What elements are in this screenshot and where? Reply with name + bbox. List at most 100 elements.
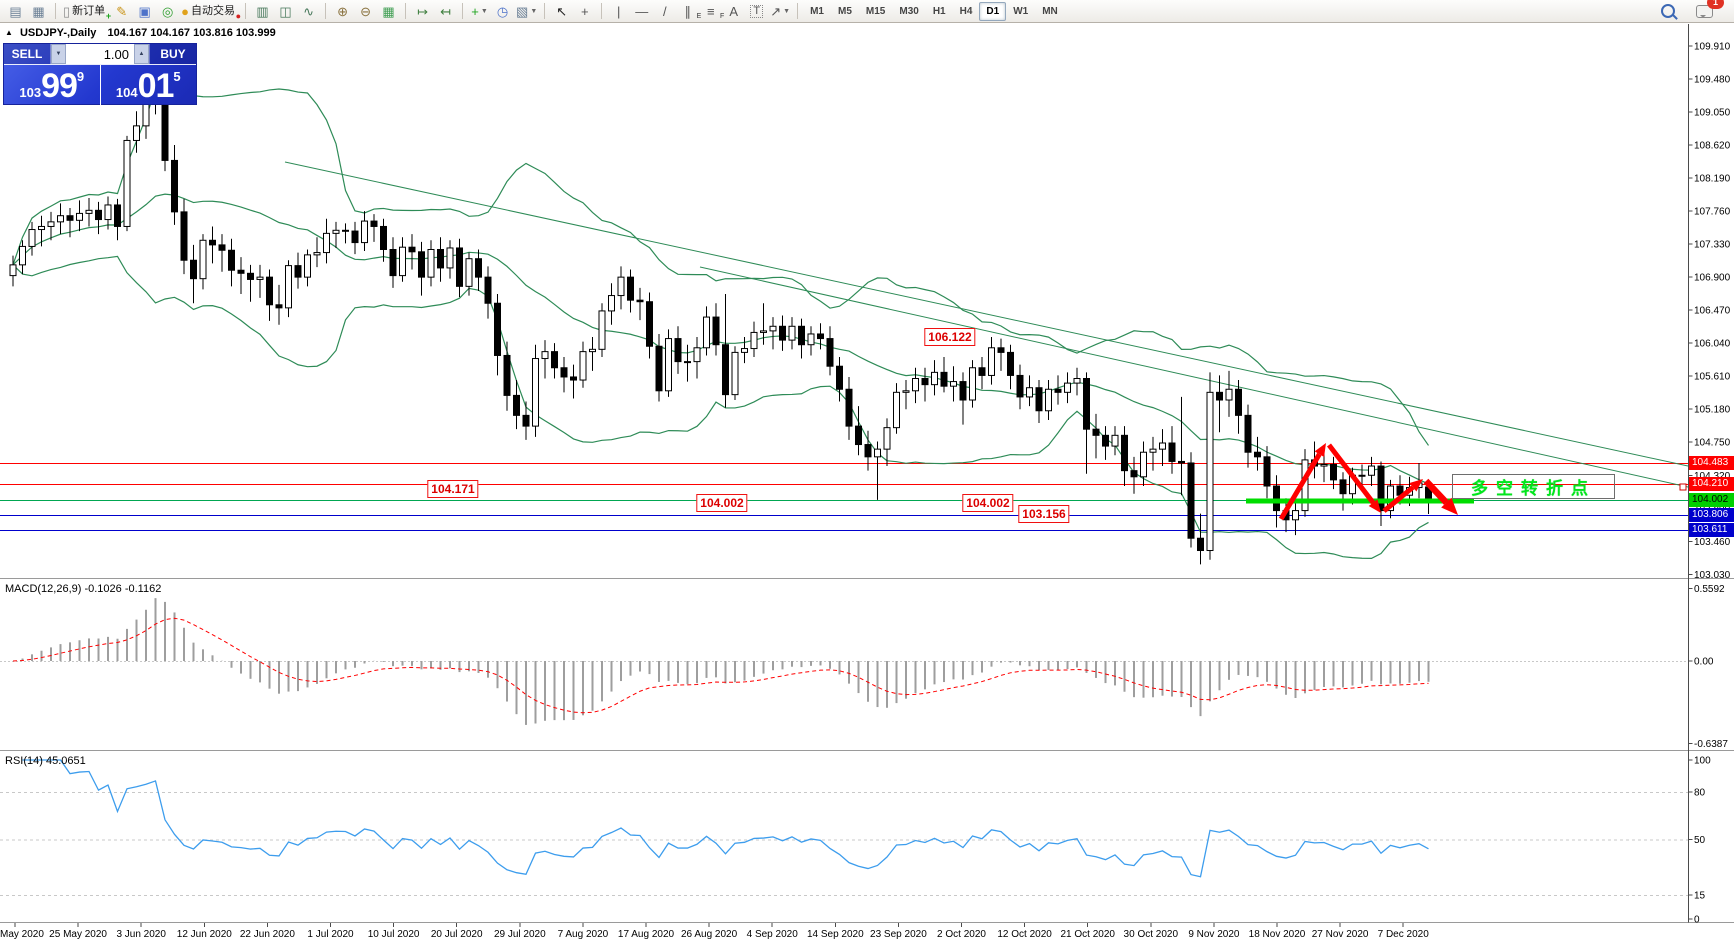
svg-text:105.610: 105.610 — [1694, 372, 1731, 383]
text-label-button[interactable]: T — [745, 2, 768, 21]
indicators-glyph: + — [471, 3, 479, 19]
svg-text:109.910: 109.910 — [1694, 42, 1731, 53]
chart-candles-icon[interactable]: ◫ — [274, 2, 297, 21]
volume-input[interactable] — [66, 44, 134, 64]
svg-text:17 Aug 2020: 17 Aug 2020 — [618, 929, 675, 940]
new-order-button[interactable]: ▯ + 新订单 — [61, 2, 111, 21]
fibonacci-button[interactable]: ≡ F — [699, 2, 724, 21]
price-level-label[interactable]: 104.171 — [427, 480, 479, 498]
notifications-button[interactable]: 1 — [1693, 0, 1724, 21]
timeframe-m5[interactable]: M5 — [838, 5, 852, 17]
svg-text:15 May 2020: 15 May 2020 — [0, 929, 44, 940]
notification-badge: 1 — [1707, 0, 1724, 9]
autotrade-glyph: ● — [181, 3, 190, 19]
vertical-line-button[interactable]: | — [607, 2, 630, 21]
one-click-collapse-icon[interactable]: ▲ — [5, 28, 13, 37]
price-level-label[interactable]: 103.156 — [1018, 505, 1070, 523]
volume-decrease-button[interactable]: ▼ — [51, 44, 66, 64]
channel-glyph: ∥ — [684, 3, 692, 19]
toolbar-right: 1 — [1656, 0, 1730, 21]
svg-text:107.760: 107.760 — [1694, 207, 1731, 218]
horizontal-line-button[interactable]: — — [630, 2, 653, 21]
axis-price-box: 104.002 — [1689, 492, 1734, 507]
volume-increase-button[interactable]: ▲ — [134, 44, 149, 64]
data-window-icon-glyph: ▦ — [32, 3, 45, 19]
tile-windows-glyph: ▦ — [382, 3, 395, 19]
auto-scroll-button[interactable]: ↦ — [411, 2, 434, 21]
price-level-label[interactable]: 104.002 — [696, 494, 748, 512]
annotation-text-box[interactable]: 多空转折点 — [1452, 474, 1615, 499]
timeframe-d1[interactable]: D1 — [979, 1, 1007, 21]
arrows-button[interactable]: ↗ ▼ — [768, 2, 792, 21]
timeframe-m30[interactable]: M30 — [899, 5, 919, 17]
cursor-glyph: ↖ — [556, 3, 568, 19]
svg-text:1 Jul 2020: 1 Jul 2020 — [307, 929, 354, 940]
svg-text:109.050: 109.050 — [1694, 108, 1731, 119]
zoom-out-button[interactable]: ⊖ — [354, 2, 377, 21]
zoom-in-glyph: ⊕ — [337, 3, 348, 19]
cursor-button[interactable]: ↖ — [550, 2, 573, 21]
autotrade-button[interactable]: ● ● 自动交易 — [179, 2, 241, 21]
metaeditor-icon[interactable]: ✎ — [110, 2, 133, 21]
price-level-label[interactable]: 106.122 — [924, 328, 976, 346]
axis-price-box: 103.806 — [1689, 507, 1734, 522]
chart-bars-icon-glyph: ▥ — [256, 3, 269, 19]
data-window-icon[interactable]: ▦ — [27, 2, 50, 21]
svg-text:4 Sep 2020: 4 Sep 2020 — [747, 929, 799, 940]
svg-text:107.330: 107.330 — [1694, 240, 1731, 251]
search-icon — [1660, 4, 1675, 18]
timeframe-h1[interactable]: H1 — [932, 5, 946, 17]
svg-text:0.5592: 0.5592 — [1694, 584, 1725, 595]
svg-text:7 Aug 2020: 7 Aug 2020 — [558, 929, 609, 940]
svg-text:0.00: 0.00 — [1694, 657, 1714, 668]
buy-button[interactable]: BUY — [149, 44, 196, 64]
svg-text:7 Dec 2020: 7 Dec 2020 — [1378, 929, 1430, 940]
timeframe-h4[interactable]: H4 — [959, 5, 973, 17]
chart-shift-glyph: ↤ — [440, 3, 451, 19]
template-button[interactable]: ▧ ▼ — [514, 2, 539, 21]
dropdown-caret-icon: ▼ — [530, 7, 538, 15]
svg-text:103.460: 103.460 — [1694, 537, 1731, 548]
svg-text:-0.6387: -0.6387 — [1694, 739, 1728, 750]
tile-windows-button[interactable]: ▦ — [377, 2, 400, 21]
terminal-icon-glyph: ▣ — [138, 3, 151, 19]
text-glyph: A — [729, 3, 739, 19]
terminal-icon[interactable]: ▣ — [133, 2, 156, 21]
vertical-line-glyph: | — [617, 3, 621, 19]
sell-button[interactable]: SELL — [4, 44, 51, 64]
svg-text:10 Jul 2020: 10 Jul 2020 — [368, 929, 420, 940]
sub-letter: E — [696, 12, 702, 20]
timeframe-w1[interactable]: W1 — [1013, 5, 1029, 17]
svg-text:12 Oct 2020: 12 Oct 2020 — [997, 929, 1052, 940]
buy-price-big: 01 — [137, 66, 175, 105]
svg-text:105.180: 105.180 — [1694, 405, 1731, 416]
crosshair-button[interactable]: + — [573, 2, 596, 21]
timeframe-m15[interactable]: M15 — [865, 5, 886, 17]
charts-grid-icon[interactable]: ▤ — [4, 2, 27, 21]
text-button[interactable]: A — [722, 2, 745, 21]
dropdown-caret-icon: ▼ — [783, 7, 791, 15]
channel-button[interactable]: ∥ E — [676, 2, 702, 21]
chart-line-icon[interactable]: ∿ — [297, 2, 320, 21]
sell-price-prefix: 103 — [19, 85, 42, 100]
svg-text:9 Nov 2020: 9 Nov 2020 — [1188, 929, 1240, 940]
zoom-in-button[interactable]: ⊕ — [331, 2, 354, 21]
chart-symbol-period: USDJPY-,Daily — [19, 27, 97, 39]
signal-icon[interactable]: ◎ — [156, 2, 179, 21]
macd-header: MACD(12,26,9) -0.1026 -0.1162 — [5, 583, 162, 595]
svg-text:30 Oct 2020: 30 Oct 2020 — [1124, 929, 1179, 940]
chart-bars-icon[interactable]: ▥ — [251, 2, 274, 21]
buy-price[interactable]: 104 01 5 — [101, 65, 197, 106]
timeframe-m1[interactable]: M1 — [810, 5, 824, 17]
period-button[interactable]: ◷ — [491, 2, 514, 21]
indicators-button[interactable]: + ▼ — [468, 2, 491, 21]
timeframe-mn[interactable]: MN — [1042, 5, 1058, 17]
sell-price[interactable]: 103 99 9 — [4, 65, 101, 106]
svg-text:106.470: 106.470 — [1694, 306, 1731, 317]
chart-shift-button[interactable]: ↤ — [434, 2, 457, 21]
price-level-label[interactable]: 104.002 — [962, 494, 1014, 512]
trendline-button[interactable]: / — [653, 2, 676, 21]
search-button[interactable] — [1656, 2, 1679, 21]
chart-candles-icon-glyph: ◫ — [279, 3, 292, 19]
